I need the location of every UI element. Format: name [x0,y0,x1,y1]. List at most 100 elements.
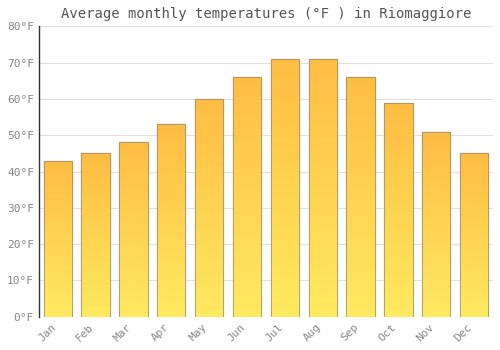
Bar [270,271,299,275]
Bar [233,91,261,96]
Bar [233,197,261,202]
Bar [44,161,72,164]
Bar [44,229,72,232]
Bar [308,281,337,286]
Bar [119,163,148,167]
Bar [82,186,110,189]
Bar [308,116,337,121]
Bar [157,278,186,282]
Bar [119,233,148,237]
Bar [157,163,186,167]
Bar [233,279,261,283]
Bar [233,139,261,144]
Bar [119,177,148,181]
Bar [308,100,337,105]
Bar [422,165,450,169]
Bar [422,287,450,291]
Bar [422,183,450,187]
Bar [308,183,337,188]
Bar [195,234,224,238]
Bar [82,209,110,212]
Bar [82,176,110,180]
Bar [308,296,337,301]
Bar [384,236,412,240]
Bar [233,226,261,231]
Bar [119,313,148,317]
Bar [233,269,261,274]
Bar [384,193,412,197]
Bar [119,219,148,223]
Bar [44,180,72,182]
Bar [157,170,186,174]
Bar [270,95,299,100]
Bar [44,182,72,186]
Bar [308,229,337,234]
Bar [460,157,488,160]
Bar [157,305,186,309]
Bar [157,236,186,240]
Bar [270,275,299,281]
Bar [308,203,337,209]
Bar [460,310,488,314]
Bar [44,204,72,208]
Bar [119,254,148,258]
Bar [422,261,450,265]
Bar [82,183,110,186]
Bar [460,186,488,189]
Bar [346,216,375,221]
Bar [195,286,224,290]
Bar [119,149,148,153]
Bar [346,87,375,91]
Bar [233,307,261,312]
Bar [119,212,148,216]
Bar [422,172,450,176]
Bar [270,260,299,265]
Bar [82,258,110,261]
Bar [233,245,261,250]
Bar [82,232,110,235]
Bar [460,271,488,274]
Bar [270,59,299,317]
Bar [308,286,337,291]
Bar [82,255,110,258]
Bar [422,187,450,191]
Bar [82,297,110,300]
Bar [44,245,72,248]
Bar [157,201,186,205]
Bar [157,228,186,232]
Bar [346,279,375,283]
Bar [195,299,224,304]
Bar [82,216,110,219]
Bar [270,312,299,317]
Bar [384,291,412,295]
Bar [157,313,186,317]
Bar [346,302,375,307]
Bar [308,234,337,239]
Bar [384,261,412,265]
Bar [422,276,450,280]
Bar [195,160,224,164]
Bar [233,187,261,192]
Bar [460,241,488,245]
Bar [308,177,337,183]
Bar [460,284,488,287]
Bar [460,248,488,251]
Bar [460,245,488,248]
Bar [195,134,224,138]
Bar [233,149,261,154]
Bar [195,199,224,203]
Bar [422,195,450,198]
Bar [308,198,337,203]
Bar [270,214,299,219]
Bar [233,192,261,197]
Bar [460,251,488,255]
Bar [308,219,337,224]
Bar [195,208,224,212]
Bar [346,173,375,178]
Bar [233,254,261,259]
Bar [308,312,337,317]
Bar [82,199,110,202]
Bar [119,230,148,233]
Bar [460,199,488,202]
Bar [422,239,450,243]
